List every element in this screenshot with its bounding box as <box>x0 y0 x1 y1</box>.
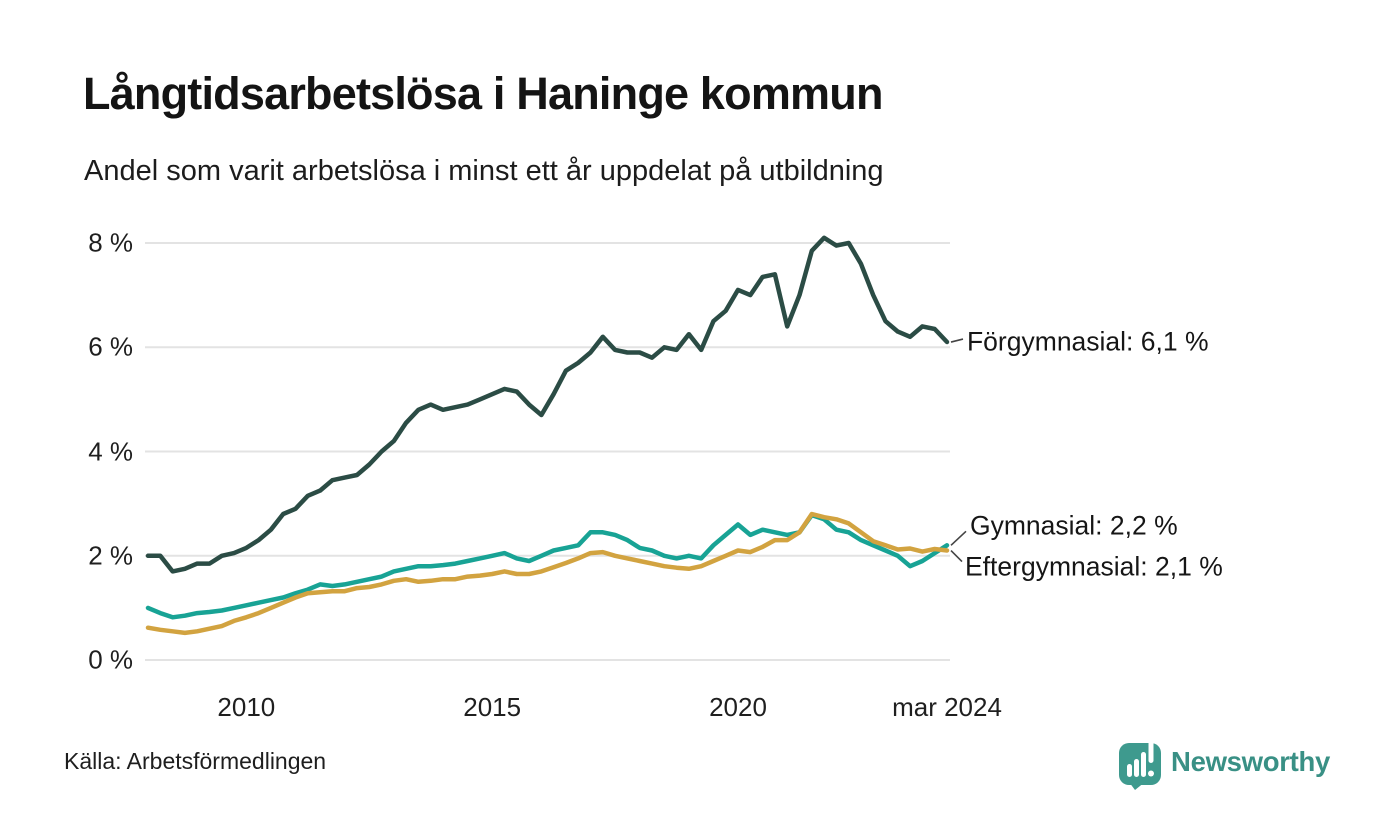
x-tick-label: 2020 <box>709 692 767 722</box>
series-end-label-gymnasial: Gymnasial: 2,2 % <box>970 510 1178 541</box>
series-end-label-förgymnasial: Förgymnasial: 6,1 % <box>967 326 1209 357</box>
x-tick-label: mar 2024 <box>892 692 1002 722</box>
y-tick-label: 2 % <box>88 540 133 571</box>
source-note: Källa: Arbetsförmedlingen <box>64 748 327 774</box>
y-tick-label: 0 % <box>88 644 133 675</box>
x-tick-label: 2015 <box>463 692 522 722</box>
newsworthy-logo: Newsworthy <box>1118 736 1330 795</box>
annotation-connector <box>950 549 963 563</box>
newsworthy-logo-text: Newsworthy <box>1171 746 1330 777</box>
newsworthy-logo-icon <box>1118 736 1162 795</box>
page-title: Långtidsarbetslösa i Haninge kommun <box>83 68 883 119</box>
x-tick-label: 2010 <box>217 692 276 722</box>
y-tick-label: 8 % <box>88 227 133 258</box>
page-subtitle: Andel som varit arbetslösa i minst ett å… <box>84 155 884 187</box>
series-line-eftergymnasial <box>145 511 950 636</box>
y-tick-label: 4 % <box>88 436 133 466</box>
y-tick-label: 6 % <box>88 331 133 362</box>
series-end-label-eftergymnasial: Eftergymnasial: 2,1 % <box>965 551 1223 582</box>
annotation-connector <box>950 530 967 546</box>
series-line-förgymnasial <box>145 235 950 574</box>
annotation-connector <box>950 338 964 343</box>
